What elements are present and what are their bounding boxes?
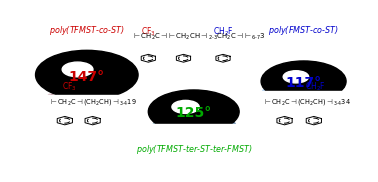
Text: 147°: 147° bbox=[69, 70, 105, 84]
Text: $\it{poly}$(FMST-$\it{co}$-ST): $\it{poly}$(FMST-$\it{co}$-ST) bbox=[268, 24, 339, 37]
Text: $\vdash$CH$_2$C$\dashv$(CH$_2$CH)$\dashv_{3\text{-}4}$19: $\vdash$CH$_2$C$\dashv$(CH$_2$CH)$\dashv… bbox=[49, 97, 136, 107]
Circle shape bbox=[62, 62, 93, 77]
Text: 125°: 125° bbox=[176, 106, 212, 120]
Circle shape bbox=[283, 71, 309, 83]
Text: 117°: 117° bbox=[285, 76, 322, 90]
Bar bbox=[258, 90, 349, 162]
Text: CF$_3$: CF$_3$ bbox=[62, 81, 77, 93]
Circle shape bbox=[261, 61, 346, 102]
Text: CH$_2$F: CH$_2$F bbox=[305, 81, 326, 93]
Bar bbox=[146, 124, 242, 162]
Circle shape bbox=[172, 100, 199, 113]
Text: $\vdash$CH$_2$C$\dashv\!\vdash$CH$_2$CH$\dashv_{2\text{-}3}$CH$_2$C$\dashv\!\vda: $\vdash$CH$_2$C$\dashv\!\vdash$CH$_2$CH$… bbox=[132, 32, 266, 42]
Text: $\it{poly}$(TFMST-$\it{co}$-ST): $\it{poly}$(TFMST-$\it{co}$-ST) bbox=[49, 24, 124, 37]
Circle shape bbox=[36, 50, 138, 99]
Text: $\it{poly}$(TFMST-$\it{ter}$-ST-$\it{ter}$-FMST): $\it{poly}$(TFMST-$\it{ter}$-ST-$\it{ter… bbox=[135, 143, 252, 156]
Text: CF$_3$: CF$_3$ bbox=[141, 25, 156, 38]
Text: $\vdash$CH$_2$C$\dashv$(CH$_2$CH)$\dashv_{3\text{-}4}$34: $\vdash$CH$_2$C$\dashv$(CH$_2$CH)$\dashv… bbox=[263, 97, 350, 107]
Text: CH$_2$F: CH$_2$F bbox=[213, 25, 233, 38]
Circle shape bbox=[148, 90, 239, 133]
Bar bbox=[33, 95, 141, 162]
